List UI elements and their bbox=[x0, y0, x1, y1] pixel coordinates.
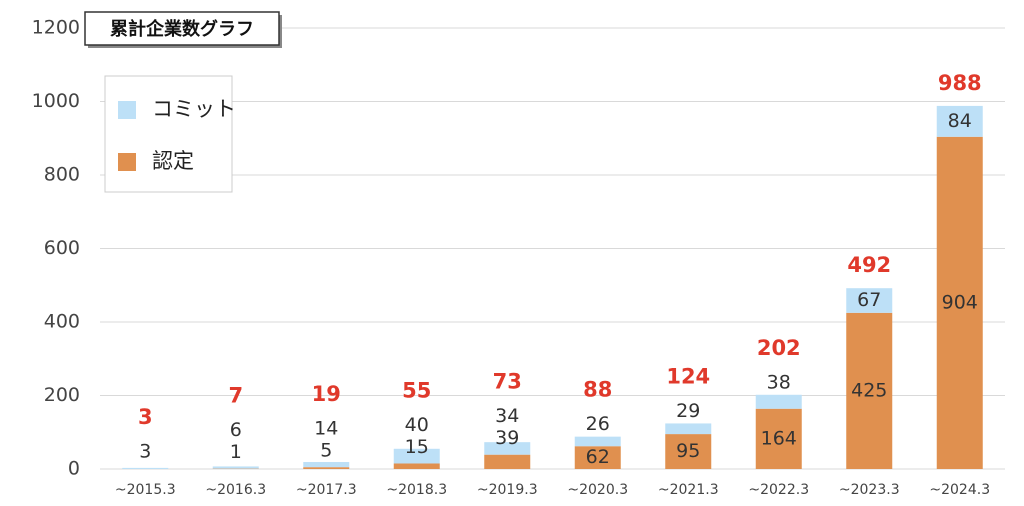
y-tick-label: 200 bbox=[44, 384, 80, 406]
data-label: 904 bbox=[942, 291, 978, 313]
data-label: 40 bbox=[405, 414, 429, 436]
total-label: 492 bbox=[847, 253, 891, 277]
data-label: 1 bbox=[230, 441, 242, 463]
total-label: 124 bbox=[666, 364, 710, 388]
x-tick-label: ~2017.3 bbox=[296, 482, 357, 498]
data-label: 67 bbox=[857, 289, 881, 311]
bar-segment bbox=[303, 467, 349, 469]
legend-label: コミット bbox=[152, 97, 236, 121]
y-tick-label: 400 bbox=[44, 311, 80, 333]
bar-segment bbox=[484, 455, 530, 469]
legend-box bbox=[105, 76, 232, 192]
data-label: 6 bbox=[230, 419, 242, 441]
data-label: 84 bbox=[948, 110, 972, 132]
x-tick-label: ~2019.3 bbox=[477, 482, 538, 498]
bar-segment bbox=[575, 437, 621, 447]
total-label: 202 bbox=[757, 336, 801, 360]
x-tick-label: ~2022.3 bbox=[748, 482, 809, 498]
chart-title: 累計企業数グラフ bbox=[110, 18, 254, 40]
y-tick-label: 800 bbox=[44, 164, 80, 186]
data-label: 26 bbox=[586, 413, 610, 435]
legend-swatch bbox=[118, 101, 136, 119]
total-label: 19 bbox=[312, 382, 341, 406]
x-tick-label: ~2023.3 bbox=[839, 482, 900, 498]
x-tick-label: ~2016.3 bbox=[205, 482, 266, 498]
data-label: 14 bbox=[314, 418, 338, 440]
data-label: 15 bbox=[405, 436, 429, 458]
bar-segment bbox=[665, 423, 711, 434]
total-label: 55 bbox=[402, 378, 431, 402]
total-label: 7 bbox=[228, 384, 243, 408]
data-label: 5 bbox=[320, 440, 332, 462]
total-label: 88 bbox=[583, 378, 612, 402]
x-tick-label: ~2024.3 bbox=[929, 482, 990, 498]
bar-segment bbox=[303, 462, 349, 467]
bar-segment bbox=[394, 463, 440, 469]
data-label: 95 bbox=[676, 440, 700, 462]
legend-label: 認定 bbox=[152, 149, 194, 173]
data-label: 34 bbox=[495, 405, 519, 427]
bar-segment bbox=[756, 395, 802, 409]
total-label: 73 bbox=[493, 370, 522, 394]
data-label: 164 bbox=[761, 427, 797, 449]
x-tick-label: ~2021.3 bbox=[658, 482, 719, 498]
total-label: 988 bbox=[938, 71, 982, 95]
bar-segment bbox=[122, 468, 168, 469]
bar-segment bbox=[213, 466, 259, 468]
data-label: 3 bbox=[139, 440, 151, 462]
data-label: 29 bbox=[676, 400, 700, 422]
data-label: 425 bbox=[851, 379, 887, 401]
x-tick-label: ~2015.3 bbox=[115, 482, 176, 498]
data-label: 38 bbox=[767, 371, 791, 393]
data-label: 62 bbox=[586, 446, 610, 468]
legend-swatch bbox=[118, 153, 136, 171]
y-tick-label: 1000 bbox=[32, 90, 80, 112]
y-tick-label: 1200 bbox=[32, 17, 80, 39]
data-label: 39 bbox=[495, 427, 519, 449]
total-label: 3 bbox=[138, 405, 153, 429]
x-tick-label: ~2020.3 bbox=[567, 482, 628, 498]
x-tick-label: ~2018.3 bbox=[386, 482, 447, 498]
y-tick-label: 0 bbox=[68, 458, 80, 480]
y-tick-label: 600 bbox=[44, 237, 80, 259]
